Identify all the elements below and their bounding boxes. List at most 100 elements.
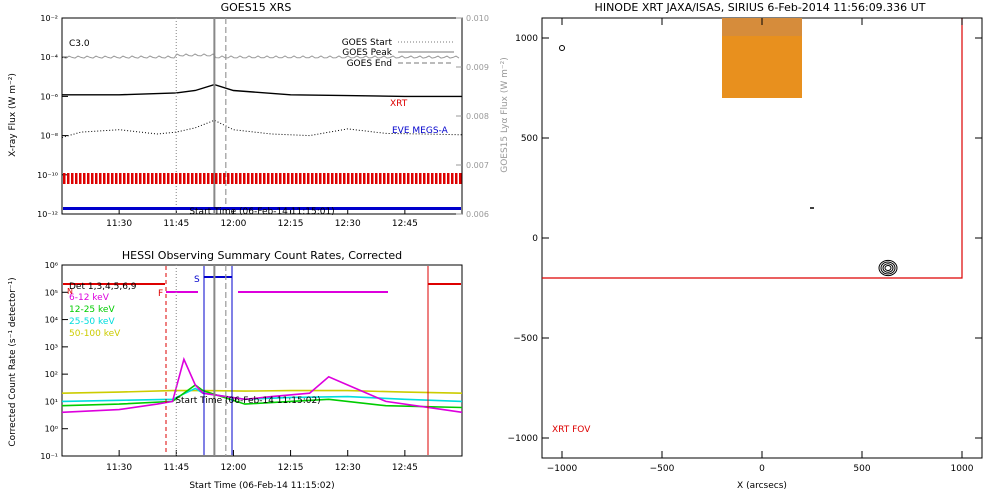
goes-xlabel: Start Time (06-Feb-14 11:15:01)	[189, 207, 334, 217]
xrt-coverage-tick	[215, 173, 218, 184]
xrt-coverage-tick	[327, 173, 330, 184]
goes-y-tick-label: 10⁻²	[40, 14, 58, 23]
xrt-coverage-tick	[271, 173, 274, 184]
xrt-coverage-tick	[363, 173, 366, 184]
xrt-coverage-tick	[107, 173, 110, 184]
xrt-coverage-tick	[103, 173, 106, 184]
xrt-x-ticks: −1000 −500 0 500 1000	[547, 18, 974, 474]
hessi-y-tick-label: 10⁵	[45, 288, 58, 297]
xrt-coverage-tick	[291, 173, 294, 184]
legend-12-25kev: 12-25 keV	[69, 305, 115, 315]
goes-x-tick-label: 12:00	[220, 219, 246, 229]
xrt-coverage-tick	[315, 173, 318, 184]
xrt-coverage-tick	[455, 173, 458, 184]
xrt-coverage-tick	[119, 173, 122, 184]
xrt-coverage-tick	[143, 173, 146, 184]
goes-y-ticks-right: 0.010 0.009 0.008 0.007 0.006	[456, 14, 489, 219]
xrt-image-limb	[722, 18, 802, 36]
xrt-coverage-tick	[443, 173, 446, 184]
xrt-coverage-tick	[319, 173, 322, 184]
xrt-coverage-tick	[75, 173, 78, 184]
xrt-title: HINODE XRT JAXA/ISAS, SIRIUS 6-Feb-2014 …	[595, 1, 926, 14]
xrt-coverage-tick	[95, 173, 98, 184]
hessi-x-tick-label: 12:45	[392, 463, 418, 473]
xrt-coverage-tick	[283, 173, 286, 184]
eve-bar-label: EVE MEGS-A	[392, 126, 449, 136]
xrt-coverage-tick	[347, 173, 350, 184]
xrt-coverage-tick	[123, 173, 126, 184]
xrt-coverage-tick	[275, 173, 278, 184]
xrt-x-tick-label: 500	[853, 464, 870, 474]
hessi-y-tick-label: 10⁰	[45, 425, 58, 434]
flag-n-label: N	[67, 287, 73, 296]
xrt-coverage-tick	[199, 173, 202, 184]
hessi-ylabel: Corrected Count Rate (s⁻¹ detector⁻¹)	[8, 277, 18, 446]
xrt-coverage-tick	[151, 173, 154, 184]
xrt-coverage-tick	[183, 173, 186, 184]
xrt-coverage-tick	[395, 173, 398, 184]
goes-ylabel: X-ray Flux (W m⁻²)	[8, 73, 18, 157]
goes-y-tick-label: 10⁻⁸	[40, 132, 58, 141]
goes-y-tick-label: 10⁻⁶	[40, 92, 58, 101]
xrt-coverage-tick	[91, 173, 94, 184]
xrt-coverage-tick	[239, 173, 242, 184]
xrt-coverage-tick	[311, 173, 314, 184]
xrt-coverage-tick	[259, 173, 262, 184]
hessi-legend: Det 1,3,4,5,6,9 6-12 keV 12-25 keV 25-50…	[69, 282, 137, 339]
xrt-coverage-tick	[295, 173, 298, 184]
xrt-coverage-tick	[115, 173, 118, 184]
xrt-panel: HINODE XRT JAXA/ISAS, SIRIUS 6-Feb-2014 …	[508, 1, 983, 491]
hessi-x-ticks: 11:30 11:45 12:00 12:15 12:30 12:45	[106, 450, 418, 473]
xrt-coverage-tick	[435, 173, 438, 184]
xrt-coverage-tick	[227, 173, 230, 184]
hessi-y-tick-label: 10¹	[45, 397, 58, 406]
hessi-series	[61, 356, 463, 414]
goes-y-tick-right-label: 0.007	[466, 161, 489, 170]
hessi-panel: HESSI Observing Summary Count Rates, Cor…	[8, 249, 463, 491]
xrt-coverage-tick	[339, 173, 342, 184]
xrt-coverage-tick	[407, 173, 410, 184]
goes-x-tick-label: 12:45	[392, 219, 418, 229]
hessi-y-tick-label: 10⁻¹	[40, 452, 58, 461]
hessi-markers	[175, 265, 227, 456]
xrt-y-tick-label: 500	[521, 134, 538, 144]
xrt-coverage-tick	[235, 173, 238, 184]
xrt-coverage-tick	[439, 173, 442, 184]
xrt-coverage-tick	[263, 173, 266, 184]
hessi-flags: N F S	[63, 266, 461, 455]
goes-panel: GOES15 XRS 10⁻² 10⁻⁴ 10⁻⁶ 10⁻⁸ 10⁻¹⁰ 10⁻¹² 0.…	[8, 1, 510, 229]
goes-y-tick-label: 10⁻¹²	[37, 210, 58, 219]
goes-y-tick-right-label: 0.009	[466, 63, 489, 72]
xrt-coverage-tick	[415, 173, 418, 184]
xrt-coverage-tick	[207, 173, 210, 184]
xrt-coverage-tick	[323, 173, 326, 184]
xrt-coverage-tick	[243, 173, 246, 184]
xrt-coverage-tick	[335, 173, 338, 184]
legend-goes-start: GOES Start	[342, 38, 393, 48]
xrt-coverage-tick	[371, 173, 374, 184]
hessi-series-12-25-keV	[61, 384, 463, 409]
xrt-coverage-tick	[375, 173, 378, 184]
goes-title: GOES15 XRS	[221, 1, 292, 14]
xrt-coverage-tick	[403, 173, 406, 184]
xrt-coverage-tick	[379, 173, 382, 184]
hessi-title: HESSI Observing Summary Count Rates, Cor…	[122, 249, 402, 262]
hessi-y-tick-label: 10²	[45, 370, 58, 379]
xrt-coverage-tick	[179, 173, 182, 184]
goes-y-tick-right-label: 0.006	[466, 210, 489, 219]
goes-y-ticks: 10⁻² 10⁻⁴ 10⁻⁶ 10⁻⁸ 10⁻¹⁰ 10⁻¹²	[37, 14, 68, 219]
xrt-coverage-tick	[155, 173, 158, 184]
legend-6-12kev: 6-12 keV	[69, 293, 110, 303]
hessi-y-tick-label: 10⁶	[45, 261, 58, 270]
xrt-coverage-tick	[87, 173, 90, 184]
xrt-contour-ring	[878, 259, 898, 277]
flag-f-label: F	[158, 289, 163, 299]
xrt-coverage-tick	[299, 173, 302, 184]
xrt-coverage-tick	[83, 173, 86, 184]
xrt-x-tick-label: 0	[759, 464, 765, 474]
xrt-fov-label: XRT FOV	[552, 425, 591, 435]
xrt-coverage-tick	[411, 173, 414, 184]
xrt-contour-small	[559, 45, 565, 51]
xrt-fov-outline	[542, 18, 963, 279]
xrt-coverage-tick	[383, 173, 386, 184]
